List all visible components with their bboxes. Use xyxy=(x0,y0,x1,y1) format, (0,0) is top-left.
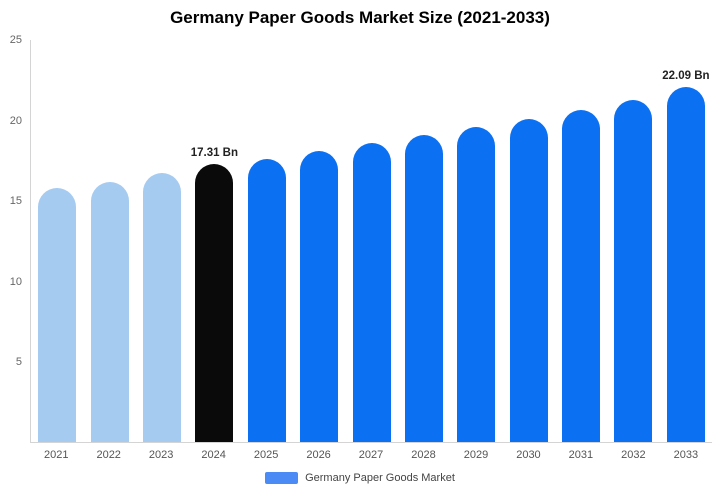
legend[interactable]: Germany Paper Goods Market xyxy=(0,472,720,484)
bar-value-label: 22.09 Bn xyxy=(662,69,710,82)
bar-column xyxy=(83,40,135,442)
bar-column xyxy=(450,40,502,442)
bar[interactable] xyxy=(90,181,129,442)
bar[interactable] xyxy=(562,109,601,442)
bar[interactable] xyxy=(247,159,286,442)
chart-title: Germany Paper Goods Market Size (2021-20… xyxy=(170,8,550,27)
y-tick-label: 5 xyxy=(15,356,22,369)
bar[interactable] xyxy=(614,100,653,442)
bar-column xyxy=(293,40,345,442)
legend-label: Germany Paper Goods Market xyxy=(305,472,455,484)
bar-column xyxy=(607,40,659,442)
bar[interactable] xyxy=(38,187,77,442)
y-axis-labels: 25 20 15 10 5 xyxy=(0,34,26,443)
y-tick-label: 15 xyxy=(9,195,22,208)
bar-column xyxy=(136,40,188,442)
y-tick-label: 25 xyxy=(9,34,22,46)
x-axis-label: 2025 xyxy=(253,449,279,461)
x-axis-label: 2028 xyxy=(411,449,436,461)
bars: 17.31 Bn 22.09 Bn xyxy=(31,40,712,442)
x-axis-label: 2023 xyxy=(148,449,174,461)
bar-column xyxy=(31,40,83,442)
x-axis-label: 2033 xyxy=(673,449,699,461)
bar-column xyxy=(345,40,397,442)
plot-area: 17.31 Bn 22.09 Bn xyxy=(30,40,712,443)
bar-column: 22.09 Bn xyxy=(660,40,712,442)
x-axis-labels: 2021 2022 2023 2024 2025 2026 2027 2028 2029 2030… xyxy=(30,449,712,461)
bar[interactable] xyxy=(509,118,548,442)
bar-column xyxy=(398,40,450,442)
bar[interactable] xyxy=(457,126,496,442)
bar-column xyxy=(503,40,555,442)
x-axis-label: 2026 xyxy=(306,449,331,461)
legend-swatch-icon xyxy=(265,472,299,484)
x-axis-label: 2021 xyxy=(43,449,69,461)
bar[interactable] xyxy=(404,134,443,442)
bar-value-label: 17.31 Bn xyxy=(190,146,239,159)
bar[interactable] xyxy=(300,150,339,442)
bar[interactable] xyxy=(142,173,181,442)
bar-column: 17.31 Bn xyxy=(188,40,240,442)
bar[interactable] xyxy=(195,163,234,442)
x-axis-label: 2032 xyxy=(621,449,646,461)
x-axis-label: 2022 xyxy=(96,449,121,461)
y-tick-label: 10 xyxy=(9,275,22,288)
x-axis-label: 2031 xyxy=(568,449,594,461)
x-axis-label: 2029 xyxy=(463,449,489,461)
bar[interactable] xyxy=(352,142,391,442)
bar[interactable] xyxy=(666,86,705,442)
x-axis-label: 2027 xyxy=(358,449,384,461)
y-tick-label: 20 xyxy=(9,114,22,127)
x-axis-label: 2024 xyxy=(201,449,226,461)
bar-column xyxy=(555,40,607,442)
bar-column xyxy=(241,40,293,442)
x-axis-label: 2030 xyxy=(516,449,541,461)
